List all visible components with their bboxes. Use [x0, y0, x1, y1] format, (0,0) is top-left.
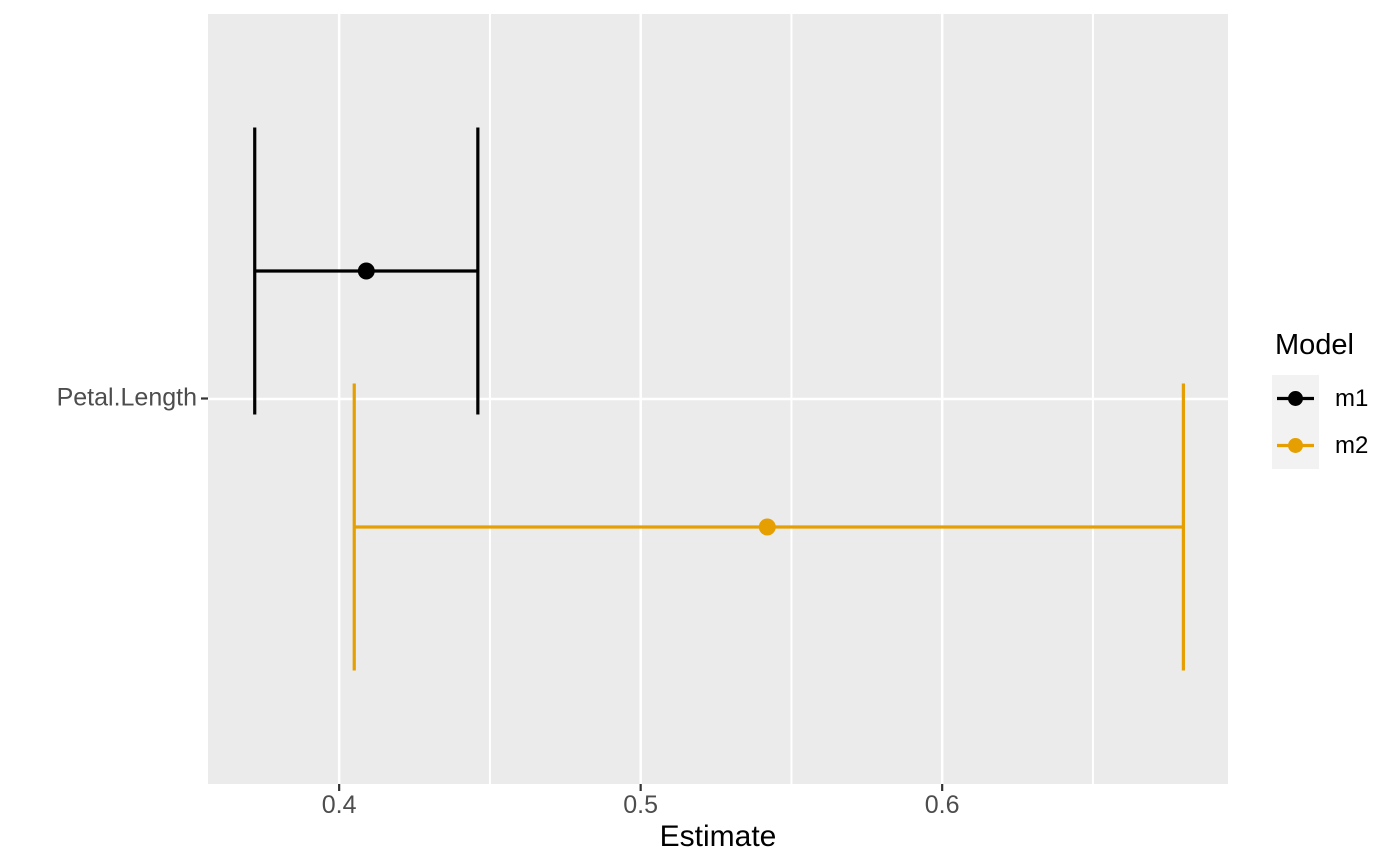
x-axis-tick-label: 0.4 [321, 791, 357, 819]
legend-label-m1: m1 [1335, 384, 1369, 412]
estimate-point-m1 [357, 262, 375, 280]
x-axis-tick-label: 0.5 [623, 791, 659, 819]
legend-entry-m2: m2 [1272, 422, 1392, 469]
legend-key-m1-icon [1272, 375, 1319, 422]
x-axis-title: Estimate [659, 820, 777, 853]
estimate-point-m2 [758, 518, 776, 536]
y-axis-category-label: Petal.Length [56, 383, 197, 412]
legend: Model m1 m2 [1272, 331, 1392, 469]
legend-title: Model [1275, 329, 1354, 361]
x-axis-tick-label: 0.6 [924, 791, 960, 819]
legend-label-m2: m2 [1335, 431, 1369, 459]
legend-key-m2-icon [1272, 422, 1319, 469]
legend-entry-m1: m1 [1272, 375, 1392, 422]
